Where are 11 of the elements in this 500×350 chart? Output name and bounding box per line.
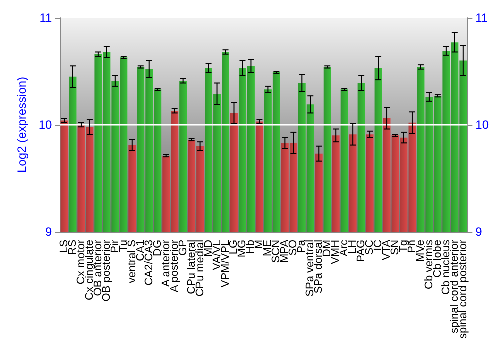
x-tick-label: A posterior [168, 240, 181, 293]
x-tick-label: OB posterior [100, 240, 113, 302]
y2-tick-label: 11 [476, 11, 488, 25]
x-tick-label: spinal cord posterior [457, 240, 470, 340]
y-axis-title: Log2 (expression) [15, 76, 29, 174]
y2-tick-label: 9 [476, 224, 483, 239]
y-tick-label: 10 [38, 118, 53, 132]
y2-tick-label: 10 [476, 118, 490, 132]
x-tick-label: Tg [398, 240, 410, 253]
y-tick-label: 9 [46, 224, 53, 239]
y-tick-label: 11 [40, 11, 53, 25]
